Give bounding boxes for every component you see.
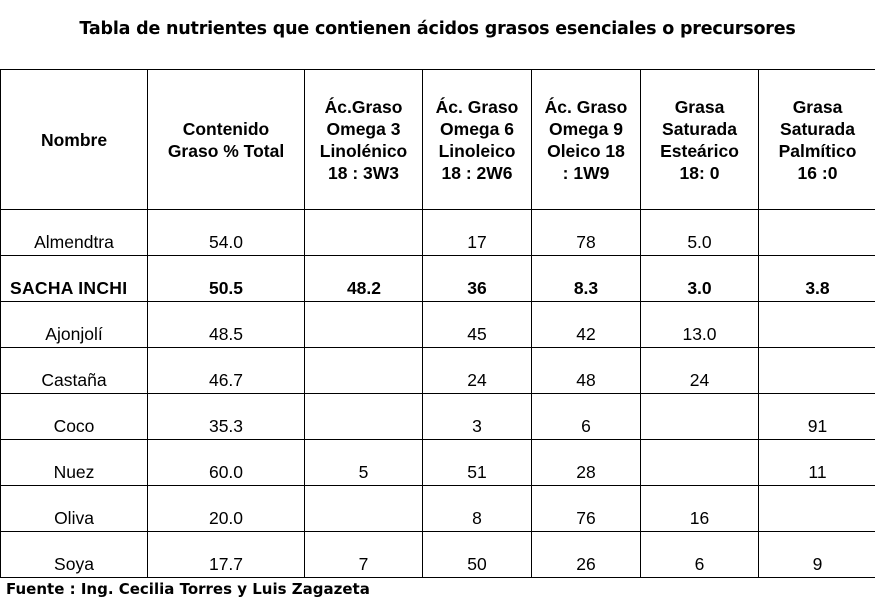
cell-total: 17.7 [147,531,305,578]
header-omega-3: Ác.Graso Omega 3 Linolénico 18 : 3W3 [304,69,423,210]
cell-omega9: 8.3 [531,255,641,302]
table-row: Oliva 20.0 8 76 16 [0,485,875,532]
cell-omega9: 42 [531,301,641,348]
cell-estearico: 24 [640,347,759,394]
cell-nombre: Coco [0,393,148,440]
cell-nombre: Oliva [0,485,148,532]
cell-omega6: 3 [422,393,532,440]
cell-estearico: 16 [640,485,759,532]
cell-nombre: Almendtra [0,209,148,256]
cell-omega3: 48.2 [304,255,423,302]
cell-omega6: 51 [422,439,532,486]
cell-nombre: Soya [0,531,148,578]
cell-omega3: 7 [304,531,423,578]
header-row: Nombre Contenido Graso % Total Ác.Graso … [0,69,875,210]
cell-total: 48.5 [147,301,305,348]
cell-palmitico: 9 [758,531,875,578]
cell-omega6: 45 [422,301,532,348]
table-title: Tabla de nutrientes que contienen ácidos… [79,19,796,39]
nutrients-table: Nombre Contenido Graso % Total Ác.Graso … [0,69,875,578]
cell-total: 20.0 [147,485,305,532]
cell-omega9: 78 [531,209,641,256]
cell-omega3 [304,347,423,394]
table-row: Ajonjolí 48.5 45 42 13.0 [0,301,875,348]
cell-estearico [640,393,759,440]
header-omega-6: Ác. Graso Omega 6 Linoleico 18 : 2W6 [422,69,532,210]
header-contenido-graso: Contenido Graso % Total [147,69,305,210]
cell-palmitico: 3.8 [758,255,875,302]
cell-total: 35.3 [147,393,305,440]
cell-palmitico [758,347,875,394]
cell-omega9: 76 [531,485,641,532]
cell-omega6: 24 [422,347,532,394]
cell-omega9: 6 [531,393,641,440]
cell-omega6: 50 [422,531,532,578]
cell-total: 60.0 [147,439,305,486]
cell-omega6: 8 [422,485,532,532]
cell-estearico: 13.0 [640,301,759,348]
table-row: Soya 17.7 7 50 26 6 9 [0,531,875,578]
cell-omega3: 5 [304,439,423,486]
header-palmitico: Grasa Saturada Palmítico 16 :0 [758,69,875,210]
cell-total: 54.0 [147,209,305,256]
cell-nombre: SACHA INCHI [0,255,148,302]
header-estearico: Grasa Saturada Esteárico 18: 0 [640,69,759,210]
cell-total: 50.5 [147,255,305,302]
cell-estearico [640,439,759,486]
cell-omega9: 48 [531,347,641,394]
cell-estearico: 6 [640,531,759,578]
table-row: Nuez 60.0 5 51 28 11 [0,439,875,486]
header-omega-9: Ác. Graso Omega 9 Oleico 18 : 1W9 [531,69,641,210]
cell-total: 46.7 [147,347,305,394]
cell-omega3 [304,393,423,440]
header-nombre: Nombre [0,69,148,210]
cell-palmitico: 91 [758,393,875,440]
table-row: Coco 35.3 3 6 91 [0,393,875,440]
cell-omega6: 36 [422,255,532,302]
cell-palmitico [758,301,875,348]
cell-omega9: 28 [531,439,641,486]
cell-omega3 [304,209,423,256]
cell-omega9: 26 [531,531,641,578]
table-row: Castaña 46.7 24 48 24 [0,347,875,394]
cell-palmitico: 11 [758,439,875,486]
cell-palmitico [758,485,875,532]
table-row: Almendtra 54.0 17 78 5.0 [0,209,875,256]
cell-palmitico [758,209,875,256]
cell-omega3 [304,485,423,532]
cell-omega6: 17 [422,209,532,256]
cell-nombre: Castaña [0,347,148,394]
cell-estearico: 5.0 [640,209,759,256]
source-note: Fuente : Ing. Cecilia Torres y Luis Zaga… [6,580,370,598]
cell-omega3 [304,301,423,348]
table-row-highlight: SACHA INCHI 50.5 48.2 36 8.3 3.0 3.8 [0,255,875,302]
cell-nombre: Nuez [0,439,148,486]
cell-nombre: Ajonjolí [0,301,148,348]
cell-estearico: 3.0 [640,255,759,302]
